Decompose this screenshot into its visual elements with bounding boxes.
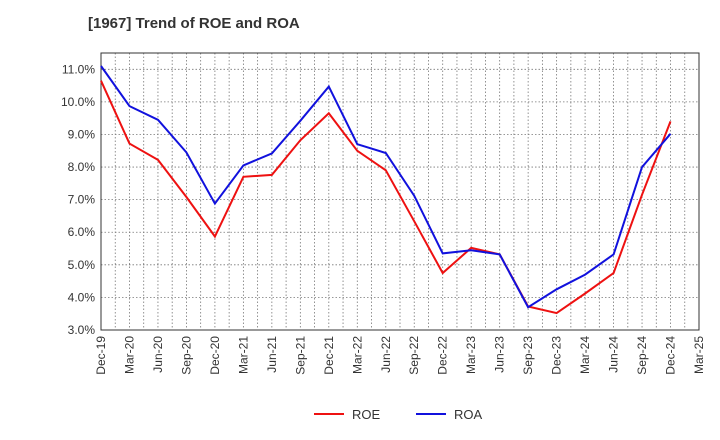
x-tick-label: Mar-20 (122, 336, 136, 374)
x-tick-label: Sep-22 (407, 336, 421, 375)
x-tick-label: Dec-22 (436, 336, 450, 375)
chart-title: [1967] Trend of ROE and ROA (88, 15, 300, 32)
x-tick-label: Mar-25 (692, 336, 706, 374)
legend-label-roa: ROA (454, 407, 483, 422)
plot-border (100, 52, 700, 331)
series-line-roe (100, 80, 672, 315)
x-tick-label: Mar-22 (350, 336, 364, 374)
x-tick-label: Jun-22 (379, 336, 393, 373)
legend-label-roe: ROE (352, 407, 381, 422)
x-tick-label: Mar-24 (578, 336, 592, 374)
x-tick-label: Dec-20 (208, 336, 222, 375)
y-tick-label: 3.0% (68, 323, 96, 337)
x-tick-label: Jun-23 (493, 336, 507, 373)
x-tick-label: Mar-23 (464, 336, 478, 374)
y-tick-label: 6.0% (68, 225, 96, 239)
x-tick-label: Dec-24 (664, 336, 678, 375)
x-tick-label: Dec-21 (322, 336, 336, 375)
x-tick-label: Sep-20 (179, 336, 193, 375)
y-tick-label: 11.0% (62, 62, 95, 76)
x-tick-label: Jun-24 (607, 336, 621, 373)
y-tick-label: 9.0% (68, 127, 96, 141)
y-tick-label: 10.0% (61, 95, 95, 109)
y-tick-label: 5.0% (68, 258, 96, 272)
x-tick-label: Sep-23 (521, 336, 535, 375)
x-tick-label: Sep-21 (293, 336, 307, 375)
x-tick-label: Dec-19 (94, 336, 108, 375)
series-line-roa (100, 65, 672, 309)
y-tick-label: 7.0% (68, 193, 96, 207)
x-tick-label: Sep-24 (635, 336, 649, 375)
y-tick-label: 4.0% (68, 290, 96, 304)
y-tick-label: 8.0% (68, 160, 96, 174)
x-tick-label: Mar-21 (236, 336, 250, 374)
x-tick-label: Jun-20 (151, 336, 165, 373)
x-tick-label: Jun-21 (265, 336, 279, 373)
x-tick-label: Dec-23 (550, 336, 564, 375)
